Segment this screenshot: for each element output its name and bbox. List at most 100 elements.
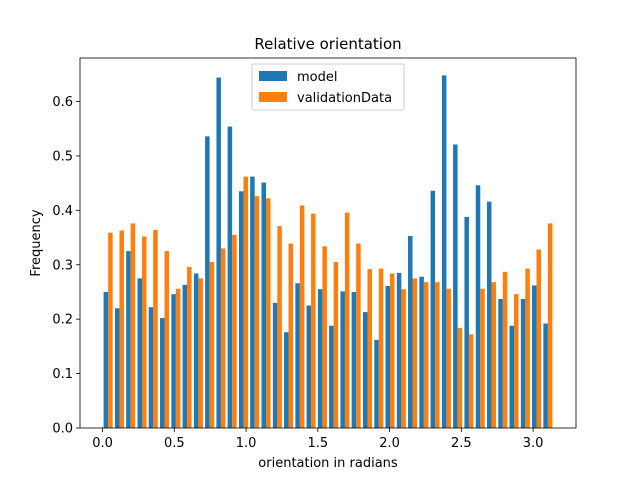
x-tick-label: 2.0: [379, 436, 400, 451]
bar-validation-8: [198, 278, 203, 428]
x-tick-label: 0.5: [164, 436, 185, 451]
plot-frame: [79, 57, 577, 429]
bar-model-0: [103, 291, 109, 428]
legend-swatch-validation: [259, 92, 287, 102]
x-tick-label: 0.0: [92, 436, 113, 451]
bar-model-1: [114, 308, 120, 428]
bar-validation-10: [220, 248, 226, 428]
x-axis: 0.0 0.5 1.0 1.5 2.0 2.5 3.0: [92, 428, 543, 451]
bar-validation-19: [322, 246, 327, 428]
bar-validation-18: [311, 213, 316, 428]
bar-validation-2: [130, 223, 136, 428]
y-tick-label: 0.2: [52, 313, 73, 328]
legend-swatch-model: [259, 71, 287, 81]
chart-title: Relative orientation: [254, 35, 401, 53]
bar-validation-26: [401, 289, 406, 428]
bar-model-17: [295, 283, 300, 428]
bar-validation-37: [525, 268, 530, 428]
bar-validation-39: [547, 223, 553, 428]
y-axis-label: Frequency: [29, 209, 44, 276]
bar-model-13: [250, 176, 255, 428]
bar-validation-1: [119, 230, 124, 428]
bar-validation-30: [446, 288, 451, 428]
bar-validation-7: [187, 266, 192, 428]
bar-model-23: [362, 312, 368, 428]
bar-validation-21: [344, 212, 350, 428]
bar-model-16: [284, 332, 289, 428]
y-tick-label: 0.3: [52, 258, 73, 273]
x-tick-label: 1.0: [236, 436, 257, 451]
bar-model-35: [498, 299, 503, 428]
bar-validation-5: [164, 251, 170, 428]
y-tick-label: 0.6: [52, 95, 73, 110]
bar-validation-36: [514, 294, 519, 428]
bar-validation-32: [468, 334, 474, 428]
x-tick-label: 1.5: [307, 436, 328, 451]
bar-model-15: [272, 302, 278, 428]
bar-model-22: [351, 291, 357, 428]
bar-model-21: [340, 291, 345, 428]
bar-model-27: [408, 235, 413, 428]
legend: model validationData: [251, 63, 405, 111]
legend-label-validation: validationData: [297, 91, 392, 106]
bar-model-14: [261, 182, 266, 428]
bar-model-11: [227, 126, 233, 428]
bar-model-31: [453, 144, 458, 428]
bar-model-10: [216, 77, 221, 428]
bar-model-25: [385, 285, 390, 428]
bar-validation-12: [243, 176, 248, 428]
bar-model-28: [419, 276, 424, 428]
bar-model-36: [509, 325, 514, 428]
bar-model-8: [193, 273, 199, 428]
bars-group: [103, 75, 553, 428]
bar-validation-25: [390, 273, 395, 428]
legend-frame: [251, 63, 405, 111]
bar-validation-6: [175, 288, 181, 428]
bar-validation-29: [435, 282, 440, 428]
bar-model-4: [148, 307, 154, 428]
bar-validation-27: [412, 278, 418, 428]
bar-model-26: [396, 272, 402, 428]
bar-model-6: [171, 294, 176, 428]
bar-validation-33: [480, 288, 485, 428]
bar-model-37: [520, 299, 526, 428]
bar-model-24: [374, 339, 379, 428]
legend-label-model: model: [297, 70, 337, 85]
bar-validation-11: [232, 234, 237, 428]
bar-validation-23: [367, 269, 372, 428]
y-axis: 0.0 0.1 0.2 0.3 0.4 0.5 0.6: [52, 95, 80, 437]
y-tick-label: 0.1: [52, 367, 73, 382]
x-tick-label: 2.5: [451, 436, 472, 451]
x-axis-label: orientation in radians: [258, 456, 398, 471]
bar-validation-31: [457, 327, 463, 428]
bar-validation-3: [142, 236, 147, 428]
bar-validation-35: [502, 271, 508, 428]
y-tick-label: 0.4: [52, 204, 73, 219]
bar-validation-13: [254, 196, 260, 428]
bar-model-32: [464, 216, 469, 428]
bar-validation-20: [333, 262, 339, 428]
bar-validation-16: [288, 243, 294, 428]
bar-model-34: [486, 201, 492, 428]
bar-model-12: [238, 191, 244, 428]
bar-validation-9: [209, 262, 215, 428]
bar-model-38: [532, 285, 537, 428]
bar-model-7: [182, 284, 188, 428]
bar-model-29: [430, 190, 436, 428]
bar-validation-17: [299, 205, 305, 428]
bar-model-30: [441, 75, 447, 428]
bar-model-39: [543, 323, 548, 428]
bar-model-2: [126, 251, 131, 428]
bar-validation-22: [356, 243, 361, 428]
x-tick-label: 3.0: [523, 436, 544, 451]
bar-validation-38: [536, 249, 542, 428]
bar-validation-24: [378, 268, 384, 428]
y-tick-label: 0.0: [52, 422, 73, 437]
bar-validation-34: [491, 282, 496, 428]
bar-validation-0: [108, 232, 113, 428]
y-tick-label: 0.5: [52, 149, 73, 164]
bar-model-33: [475, 185, 481, 428]
bar-model-5: [160, 318, 165, 428]
bar-model-18: [306, 305, 312, 428]
